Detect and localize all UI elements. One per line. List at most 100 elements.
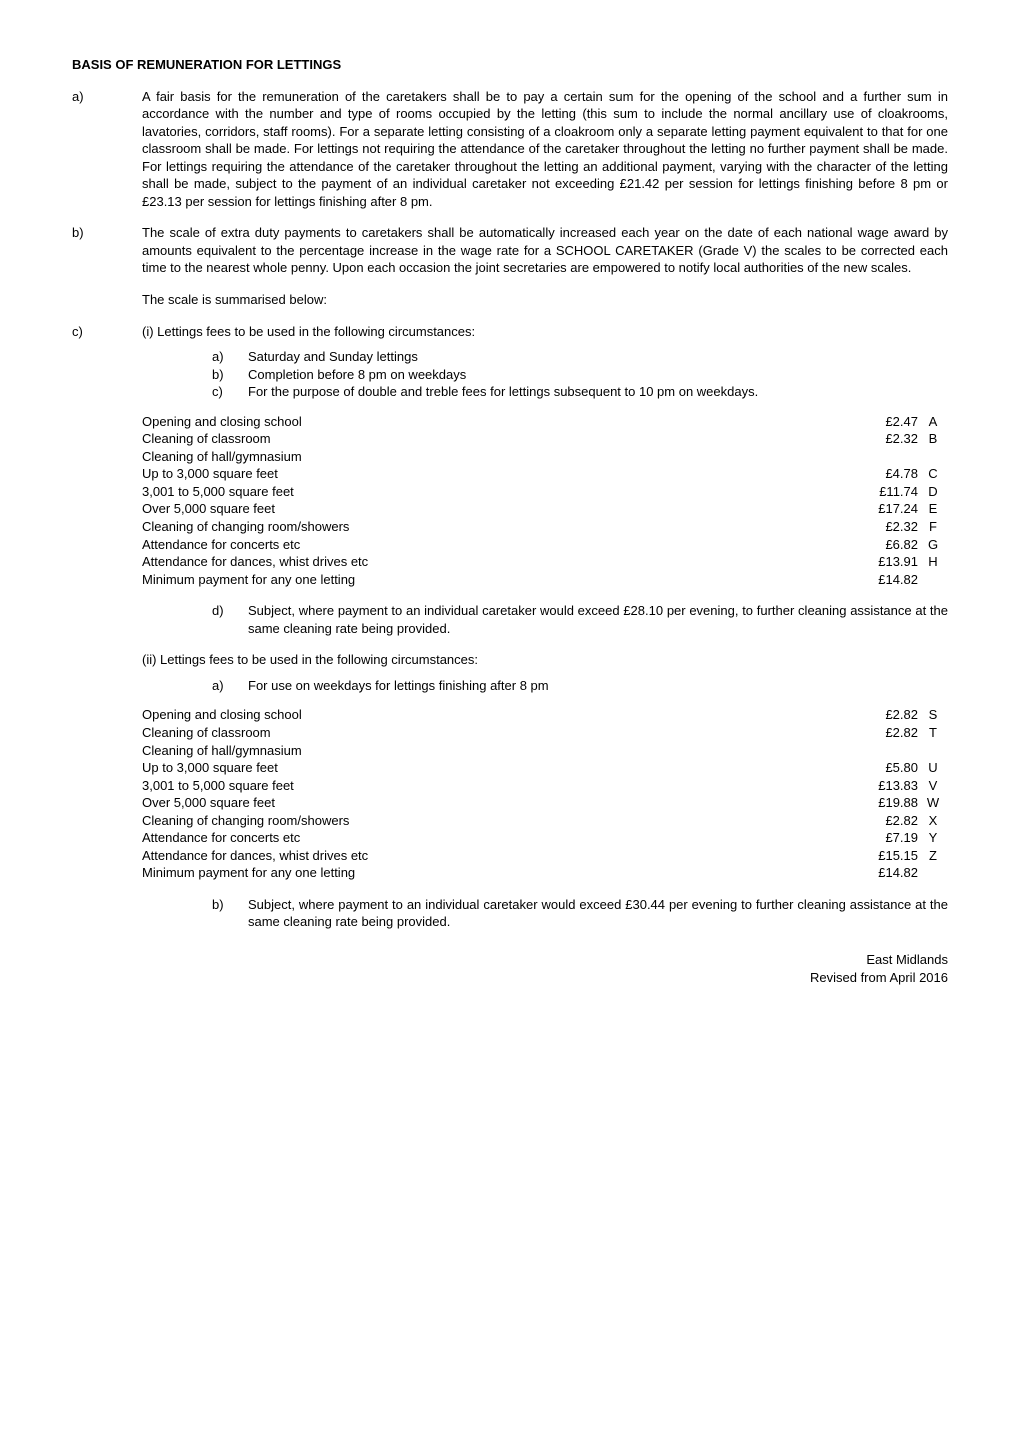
fee-amt: [848, 742, 918, 760]
footer-line1: East Midlands: [72, 951, 948, 969]
fee-row: Attendance for concerts etc£7.19Y: [142, 829, 948, 847]
fee-row: Opening and closing school£2.47A: [142, 413, 948, 431]
fee-code: B: [918, 430, 948, 448]
section-b: b) The scale of extra duty payments to c…: [72, 224, 948, 277]
fee-desc: Minimum payment for any one letting: [142, 864, 848, 882]
fee-desc: Up to 3,000 square feet: [142, 465, 848, 483]
fee-code: X: [918, 812, 948, 830]
fee-code: A: [918, 413, 948, 431]
fee-row: Up to 3,000 square feet£5.80U: [142, 759, 948, 777]
fee-amt: £19.88: [848, 794, 918, 812]
fee-code: [918, 448, 948, 466]
fee-code: S: [918, 706, 948, 724]
fee-code: [918, 742, 948, 760]
section-a-text: A fair basis for the remuneration of the…: [142, 88, 948, 211]
fee-amt: £14.82: [848, 571, 918, 589]
i-sub-a-label: a): [212, 348, 248, 366]
fee-row: Over 5,000 square feet£19.88W: [142, 794, 948, 812]
fee-row: Minimum payment for any one letting£14.8…: [142, 864, 948, 882]
fee-code: E: [918, 500, 948, 518]
fee-row: Cleaning of changing room/showers£2.82X: [142, 812, 948, 830]
fee-amt: £2.82: [848, 706, 918, 724]
ii-sub-b: b) Subject, where payment to an individu…: [212, 896, 948, 931]
fee-row: Cleaning of hall/gymnasium: [142, 742, 948, 760]
fee-amt: £4.78: [848, 465, 918, 483]
i-sub-c-label: c): [212, 383, 248, 401]
summary-text: The scale is summarised below:: [142, 291, 948, 309]
fee-amt: £14.82: [848, 864, 918, 882]
ii-subs: a) For use on weekdays for lettings fini…: [212, 677, 948, 695]
i-sub-c-text: For the purpose of double and treble fee…: [248, 383, 948, 401]
fee-desc: Over 5,000 square feet: [142, 500, 848, 518]
ii-sub-b-text: Subject, where payment to an individual …: [248, 896, 948, 931]
fee-code: [918, 571, 948, 589]
fee-row: Minimum payment for any one letting£14.8…: [142, 571, 948, 589]
fee-row: Cleaning of classroom£2.32B: [142, 430, 948, 448]
fee-desc: Attendance for dances, whist drives etc: [142, 847, 848, 865]
ii-sub-a-text: For use on weekdays for lettings finishi…: [248, 677, 948, 695]
fee-row: Cleaning of classroom£2.82T: [142, 724, 948, 742]
fee-amt: £2.82: [848, 724, 918, 742]
fee-code: [918, 864, 948, 882]
fee-desc: Attendance for dances, whist drives etc: [142, 553, 848, 571]
fee-desc: Opening and closing school: [142, 413, 848, 431]
i-sub-b-label: b): [212, 366, 248, 384]
ii-sub-b-wrap: b) Subject, where payment to an individu…: [212, 896, 948, 931]
fee-row: Attendance for concerts etc£6.82G: [142, 536, 948, 554]
fee-row: 3,001 to 5,000 square feet£13.83V: [142, 777, 948, 795]
fee-row: Cleaning of changing room/showers£2.32F: [142, 518, 948, 536]
fee-desc: Cleaning of classroom: [142, 724, 848, 742]
fee-desc: Cleaning of hall/gymnasium: [142, 742, 848, 760]
section-b-label: b): [72, 224, 142, 277]
fee-desc: 3,001 to 5,000 square feet: [142, 777, 848, 795]
fee-amt: £11.74: [848, 483, 918, 501]
section-b-text: The scale of extra duty payments to care…: [142, 224, 948, 277]
section-c: c) (i) Lettings fees to be used in the f…: [72, 323, 948, 341]
fee-amt: £15.15: [848, 847, 918, 865]
fee-desc: Opening and closing school: [142, 706, 848, 724]
fee-row: Attendance for dances, whist drives etc£…: [142, 847, 948, 865]
fee-code: H: [918, 553, 948, 571]
footer-line2: Revised from April 2016: [72, 969, 948, 987]
fee-code: W: [918, 794, 948, 812]
fee-code: G: [918, 536, 948, 554]
fee-amt: £13.83: [848, 777, 918, 795]
fee-amt: £2.82: [848, 812, 918, 830]
fee-code: D: [918, 483, 948, 501]
fee-row: Over 5,000 square feet£17.24E: [142, 500, 948, 518]
fee-amt: £6.82: [848, 536, 918, 554]
fee-desc: Minimum payment for any one letting: [142, 571, 848, 589]
fee-amt: £2.32: [848, 518, 918, 536]
fee-row: Opening and closing school£2.82S: [142, 706, 948, 724]
section-c-i-intro: (i) Lettings fees to be used in the foll…: [142, 323, 948, 341]
fee-desc: Cleaning of changing room/showers: [142, 518, 848, 536]
i-sub-d-label: d): [212, 602, 248, 637]
fee-desc: Up to 3,000 square feet: [142, 759, 848, 777]
fee-amt: £17.24: [848, 500, 918, 518]
ii-intro: (ii) Lettings fees to be used in the fol…: [142, 651, 948, 669]
fee-desc: Cleaning of classroom: [142, 430, 848, 448]
fees-i-table: Opening and closing school£2.47A Cleanin…: [142, 413, 948, 588]
section-a-label: a): [72, 88, 142, 211]
ii-sub-a-label: a): [212, 677, 248, 695]
ii-sub-a: a) For use on weekdays for lettings fini…: [212, 677, 948, 695]
i-sub-a-text: Saturday and Sunday lettings: [248, 348, 948, 366]
fee-desc: Attendance for concerts etc: [142, 536, 848, 554]
i-subs: a) Saturday and Sunday lettings b) Compl…: [212, 348, 948, 401]
fee-amt: £5.80: [848, 759, 918, 777]
i-sub-b-text: Completion before 8 pm on weekdays: [248, 366, 948, 384]
i-sub-d-text: Subject, where payment to an individual …: [248, 602, 948, 637]
fee-code: F: [918, 518, 948, 536]
fee-amt: £2.32: [848, 430, 918, 448]
i-sub-a: a) Saturday and Sunday lettings: [212, 348, 948, 366]
fee-desc: Cleaning of hall/gymnasium: [142, 448, 848, 466]
fee-row: Up to 3,000 square feet£4.78C: [142, 465, 948, 483]
fee-code: V: [918, 777, 948, 795]
fee-code: T: [918, 724, 948, 742]
i-sub-d: d) Subject, where payment to an individu…: [212, 602, 948, 637]
summary-row: The scale is summarised below:: [72, 291, 948, 309]
fee-code: U: [918, 759, 948, 777]
i-sub-b: b) Completion before 8 pm on weekdays: [212, 366, 948, 384]
section-a: a) A fair basis for the remuneration of …: [72, 88, 948, 211]
section-c-label: c): [72, 323, 142, 341]
